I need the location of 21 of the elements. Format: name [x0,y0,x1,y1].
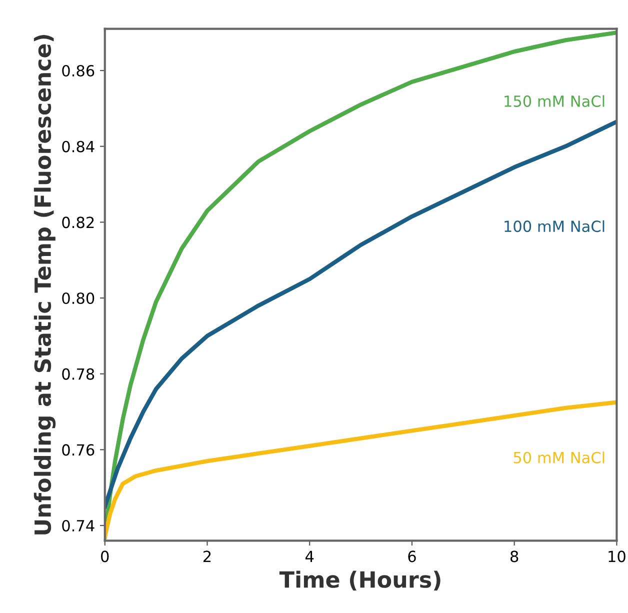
text: 100 mM NaCl [504,220,604,232]
text: 150 mM NaCl [504,95,604,107]
y-tick-label: 0.78 [62,368,94,380]
y-tick-label: 0.86 [62,64,94,77]
y-axis-title: Unfolding at Static Temp (Fluorescence) [34,34,56,534]
x-tick-label: 6 [408,550,416,562]
line-series [104,120,617,509]
x-tick-label: 8 [510,550,518,562]
x-tick-label: 4 [305,550,314,562]
line-series [104,30,617,539]
text: 50 mM NaCl [514,452,604,464]
y-tick-label: 0.80 [62,292,94,304]
y-tick-label: 0.74 [62,520,94,532]
y-tick-label: 0.82 [62,216,94,228]
y-tick-label: 0.76 [62,444,94,456]
x-axis-title: Time (Hours) [279,570,440,591]
y-tick-label: 0.84 [62,140,94,152]
line-series [104,400,617,539]
x-tick-label: 2 [204,550,211,562]
x-tick-label: 0 [101,550,109,562]
x-tick-label: 10 [608,550,626,562]
